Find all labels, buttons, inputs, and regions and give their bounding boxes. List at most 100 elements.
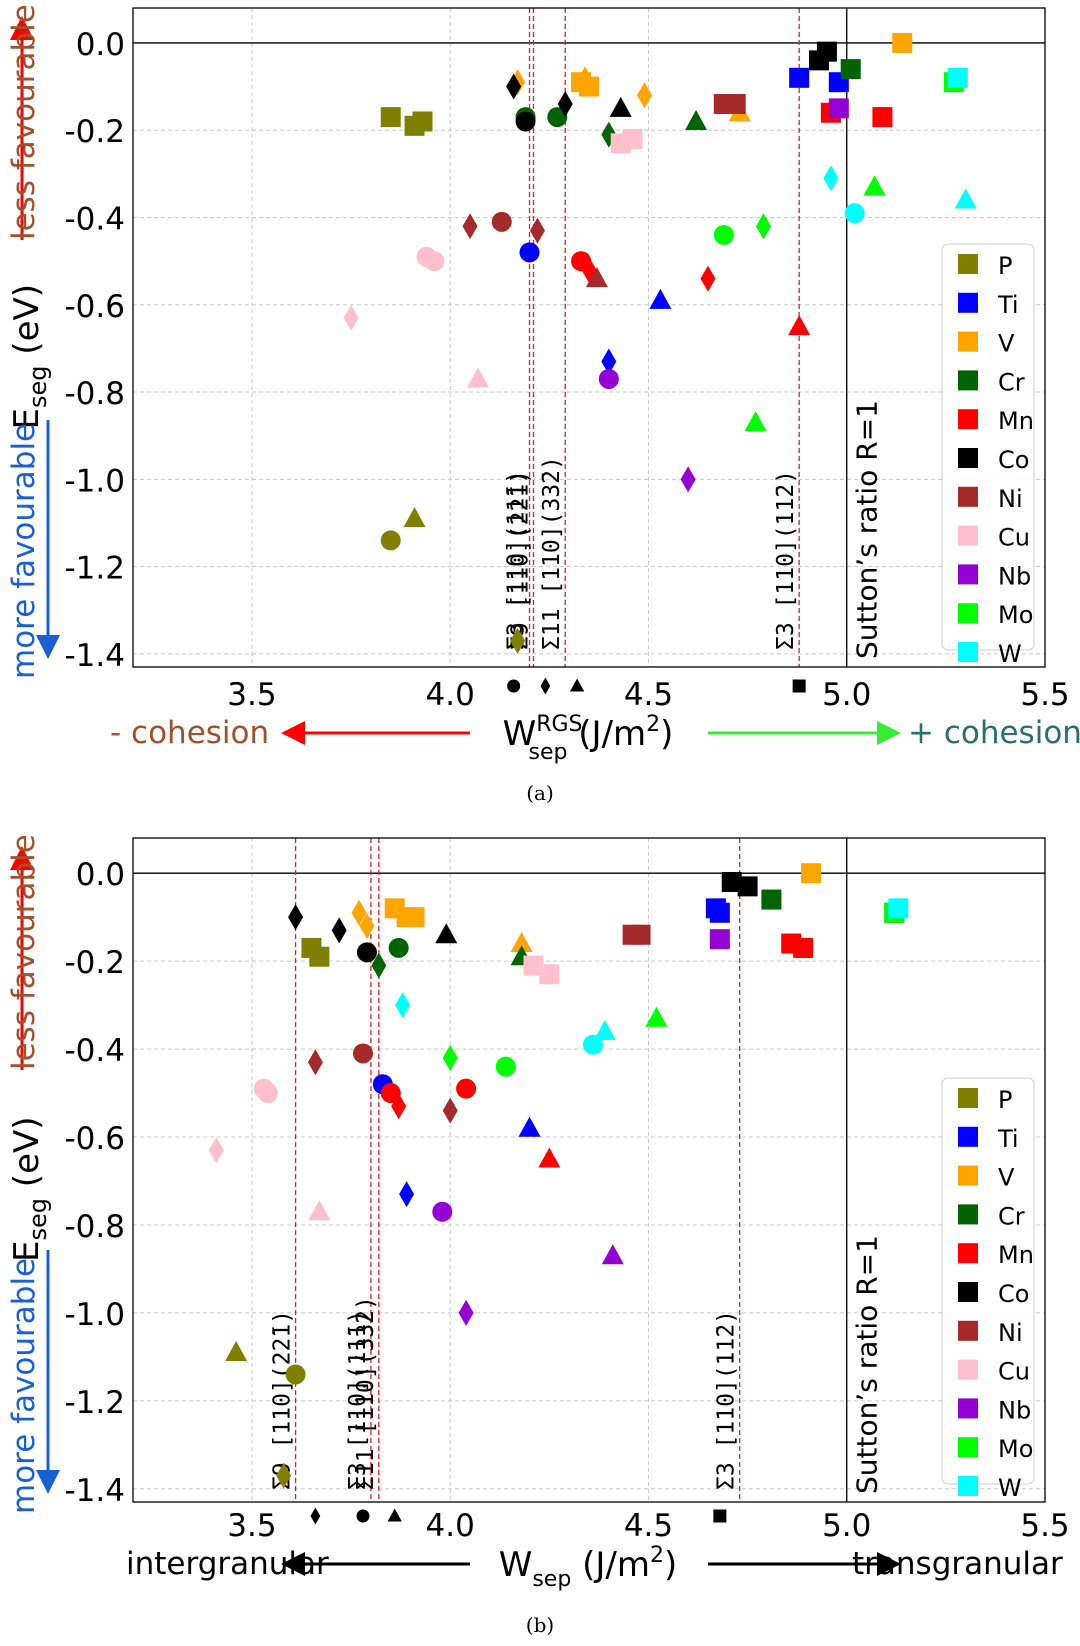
data-point	[892, 32, 913, 53]
data-point	[380, 530, 401, 551]
legend-swatch	[958, 1126, 978, 1147]
data-point	[403, 507, 426, 528]
gb-label: Σ3 [110](11̄2)	[773, 470, 799, 650]
x-axis-label-unit: (J/m	[567, 714, 646, 754]
legend-swatch	[958, 564, 978, 585]
legend-swatch	[958, 331, 978, 352]
data-point	[789, 67, 810, 88]
data-point	[404, 907, 425, 928]
x-axis-label-sup: RGS	[536, 712, 582, 737]
data-point	[371, 952, 387, 979]
data-point	[557, 91, 573, 118]
left-arrow-label: - cohesion	[110, 715, 269, 751]
y-tick-label: -1.2	[65, 1385, 126, 1421]
y-axis-label: Eseg (eV)	[7, 284, 52, 430]
data-point	[359, 912, 375, 939]
data-point	[788, 315, 811, 336]
data-point	[539, 964, 560, 985]
x-axis-label-pow: 2	[650, 1543, 664, 1568]
data-point	[529, 217, 545, 244]
y-tick-label: -0.8	[65, 376, 126, 412]
y-axis-label: Eseg (eV)	[7, 1116, 52, 1262]
data-point	[761, 889, 782, 910]
data-point	[888, 898, 909, 919]
legend-label: Cr	[998, 368, 1025, 396]
sutton-label: Sutton’s ratio R=1	[851, 1235, 884, 1494]
more-favourable-label: more favourable	[6, 423, 42, 679]
gb-marker	[569, 678, 585, 692]
gb-label: Σ9 [110](22̄1)	[507, 470, 533, 650]
legend-swatch	[958, 642, 978, 662]
data-point	[954, 188, 977, 209]
data-point	[649, 288, 672, 309]
data-point	[352, 1043, 373, 1064]
data-point	[458, 1299, 474, 1326]
x-axis-label-pow: 2	[646, 712, 660, 737]
legend-swatch	[958, 448, 978, 468]
data-point	[225, 1340, 248, 1361]
legend-label: V	[998, 1164, 1015, 1192]
gb-label: Σ9 [110](22̄1)	[270, 1310, 296, 1490]
legend-swatch	[958, 409, 978, 430]
data-point	[510, 932, 533, 953]
x-tick-label: 4.0	[426, 1508, 475, 1544]
legend-swatch	[958, 1476, 978, 1496]
x-tick-label: 3.5	[227, 677, 276, 713]
data-point	[601, 348, 617, 375]
data-point	[331, 917, 347, 944]
gb-marker	[792, 679, 806, 693]
data-point	[257, 1083, 278, 1104]
data-point	[828, 98, 849, 119]
data-point	[399, 1181, 415, 1208]
caption: (b)	[526, 1613, 554, 1637]
legend-swatch	[958, 1437, 978, 1458]
x-axis-label: WRGS sep (J/m2)	[503, 712, 674, 765]
y-tick-label: -0.8	[65, 1209, 126, 1245]
x-tick-label: 4.5	[624, 677, 673, 713]
y-tick-label: -0.4	[65, 201, 126, 237]
gb-marker	[356, 1509, 370, 1523]
legend-swatch	[958, 603, 978, 624]
data-point	[801, 863, 822, 884]
left-arrow-label: intergranular	[126, 1546, 329, 1582]
data-point	[709, 929, 730, 950]
data-point	[343, 304, 359, 331]
data-point	[609, 96, 632, 117]
legend-swatch	[958, 1088, 978, 1108]
data-point	[518, 1116, 541, 1137]
data-point	[462, 213, 478, 240]
y-axis-label-main: E	[7, 1241, 47, 1262]
gb-label: Σ11 [110](33̄2)	[353, 1296, 379, 1490]
data-point	[276, 1462, 292, 1489]
legend-label: Nb	[998, 1396, 1031, 1424]
data-point	[637, 82, 653, 109]
gb-label: Σ3 [110](11̄1)	[504, 470, 530, 650]
x-tick-label: 3.5	[227, 1508, 276, 1544]
data-point	[515, 111, 536, 132]
data-point	[840, 59, 861, 80]
data-point	[351, 899, 367, 926]
data-point	[307, 1049, 323, 1076]
legend-swatch	[958, 525, 978, 546]
x-tick-label: 5.0	[822, 1508, 871, 1544]
data-point	[645, 1006, 668, 1027]
legend-swatch	[958, 1243, 978, 1264]
y-tick-label: -0.4	[65, 1033, 126, 1069]
data-point	[872, 107, 893, 128]
data-point	[816, 41, 837, 62]
legend-swatch	[958, 1165, 978, 1186]
data-point	[680, 466, 696, 493]
legend-swatch	[958, 292, 978, 313]
legend-swatch	[958, 1359, 978, 1380]
x-axis-label-sub: sep	[532, 1567, 571, 1592]
less-favourable-label: less favourable	[6, 4, 42, 240]
data-point	[506, 73, 522, 100]
legend-label: Ti	[997, 291, 1019, 319]
x-tick-label: 5.5	[1020, 1508, 1069, 1544]
data-point	[630, 924, 651, 945]
data-point	[547, 107, 568, 128]
legend-label: Mn	[998, 1241, 1034, 1269]
data-point	[309, 946, 330, 967]
data-point	[442, 1097, 458, 1124]
y-axis-label-main: E	[7, 408, 47, 429]
